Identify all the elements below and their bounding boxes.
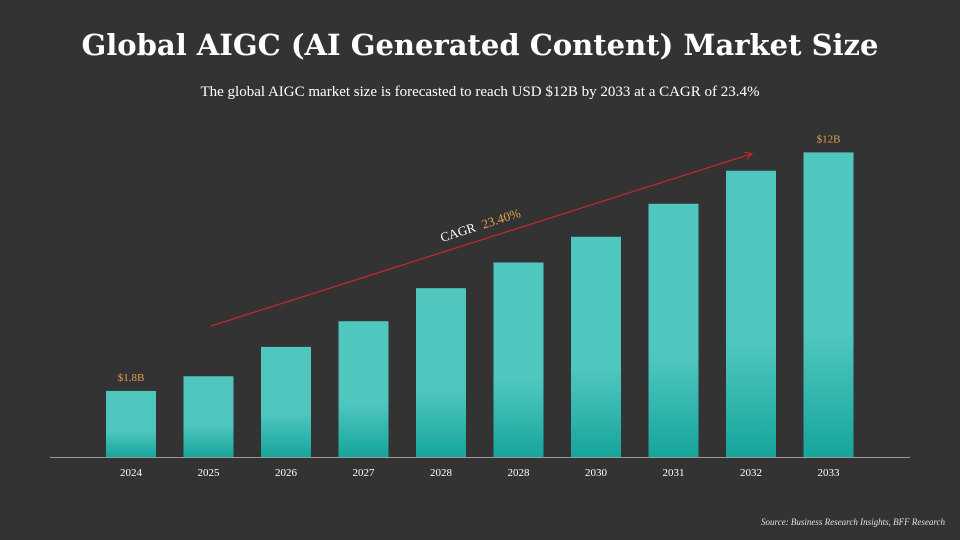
chart-title: Global AIGC (AI Generated Content) Marke… <box>81 28 879 62</box>
bar-2028 <box>493 262 544 457</box>
data-label: $1.8B <box>118 372 145 384</box>
bar-2025 <box>183 376 234 457</box>
source-note: Source: Business Research Insights, BFF … <box>761 517 945 527</box>
bar-2032 <box>726 170 776 458</box>
x-tick-label: 2028 <box>508 467 531 479</box>
bar-2028 <box>416 288 466 457</box>
bar-2026 <box>261 346 311 457</box>
chart-subtitle: The global AIGC market size is forecaste… <box>200 84 760 100</box>
bar-2030 <box>571 236 621 457</box>
x-tick-label: 2024 <box>120 467 143 479</box>
x-tick-label: 2027 <box>353 467 376 479</box>
bar-2031 <box>648 203 699 457</box>
x-tick-label: 2030 <box>585 467 608 479</box>
cagr-trend-arrow <box>210 154 751 327</box>
bar-2024 <box>106 390 156 457</box>
cagr-label: CAGR <box>438 219 477 244</box>
bar-2033 <box>803 152 854 457</box>
x-tick-label: 2026 <box>275 467 298 479</box>
x-tick-label: 2032 <box>740 467 762 479</box>
x-tick-label: 2025 <box>198 467 221 479</box>
cagr-annotation: CAGR 23.40% <box>438 205 522 245</box>
data-label: $12B <box>817 133 841 145</box>
cagr-value: 23.40% <box>480 205 523 232</box>
x-tick-label: 2028 <box>430 467 453 479</box>
bar-2027 <box>338 321 389 457</box>
x-tick-label: 2031 <box>663 467 685 479</box>
x-tick-label: 2033 <box>818 467 841 479</box>
